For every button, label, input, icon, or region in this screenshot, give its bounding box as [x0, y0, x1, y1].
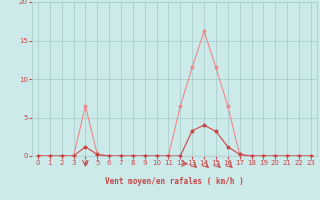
- X-axis label: Vent moyen/en rafales ( km/h ): Vent moyen/en rafales ( km/h ): [105, 177, 244, 186]
